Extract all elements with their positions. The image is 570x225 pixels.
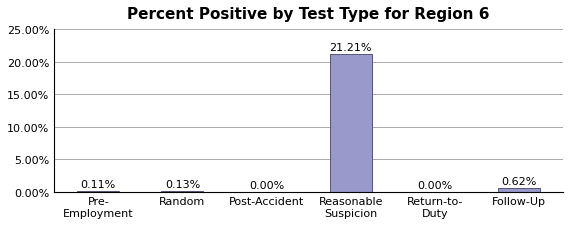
Text: 0.11%: 0.11% <box>81 179 116 189</box>
Text: 0.00%: 0.00% <box>249 180 284 190</box>
Text: 0.00%: 0.00% <box>417 180 453 190</box>
Text: 0.13%: 0.13% <box>165 179 200 189</box>
Text: 0.62%: 0.62% <box>501 176 536 186</box>
Bar <box>161 191 203 192</box>
Text: 21.21%: 21.21% <box>329 43 372 52</box>
Bar <box>329 54 372 192</box>
Title: Percent Positive by Test Type for Region 6: Percent Positive by Test Type for Region… <box>127 7 490 22</box>
Bar <box>78 191 119 192</box>
Bar <box>498 188 540 192</box>
